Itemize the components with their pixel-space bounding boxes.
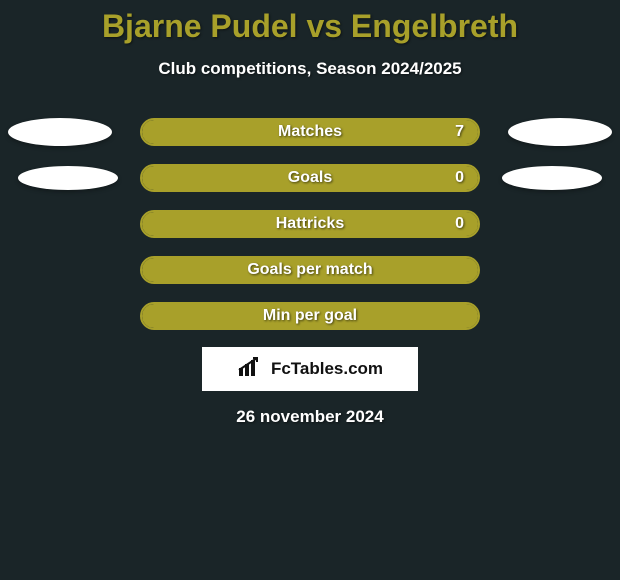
player-marker-right bbox=[502, 166, 602, 190]
stat-bar: Goals0 bbox=[140, 164, 480, 192]
stat-label: Min per goal bbox=[142, 304, 478, 328]
stat-label: Hattricks bbox=[142, 212, 478, 236]
subtitle: Club competitions, Season 2024/2025 bbox=[0, 59, 620, 79]
stat-value: 0 bbox=[455, 166, 464, 190]
stat-label: Goals per match bbox=[142, 258, 478, 282]
stat-row: Goals per match bbox=[0, 255, 620, 285]
logo-text: FcTables.com bbox=[271, 359, 383, 379]
stat-row: Min per goal bbox=[0, 301, 620, 331]
infographic-container: Bjarne Pudel vs Engelbreth Club competit… bbox=[0, 0, 620, 580]
stat-row: Hattricks0 bbox=[0, 209, 620, 239]
date-line: 26 november 2024 bbox=[0, 407, 620, 427]
stat-bar: Min per goal bbox=[140, 302, 480, 330]
player-marker-left bbox=[18, 166, 118, 190]
stat-bar: Matches7 bbox=[140, 118, 480, 146]
logo-box: FcTables.com bbox=[202, 347, 418, 391]
stat-value: 0 bbox=[455, 212, 464, 236]
stat-bar: Goals per match bbox=[140, 256, 480, 284]
stat-row: Matches7 bbox=[0, 117, 620, 147]
stat-value: 7 bbox=[455, 120, 464, 144]
player-marker-right bbox=[508, 118, 612, 146]
logo-chart-icon bbox=[237, 356, 265, 383]
stat-label: Matches bbox=[142, 120, 478, 144]
stats-bars: Matches7Goals0Hattricks0Goals per matchM… bbox=[0, 117, 620, 331]
player-marker-left bbox=[8, 118, 112, 146]
page-title: Bjarne Pudel vs Engelbreth bbox=[0, 0, 620, 45]
stat-bar: Hattricks0 bbox=[140, 210, 480, 238]
stat-row: Goals0 bbox=[0, 163, 620, 193]
stat-label: Goals bbox=[142, 166, 478, 190]
